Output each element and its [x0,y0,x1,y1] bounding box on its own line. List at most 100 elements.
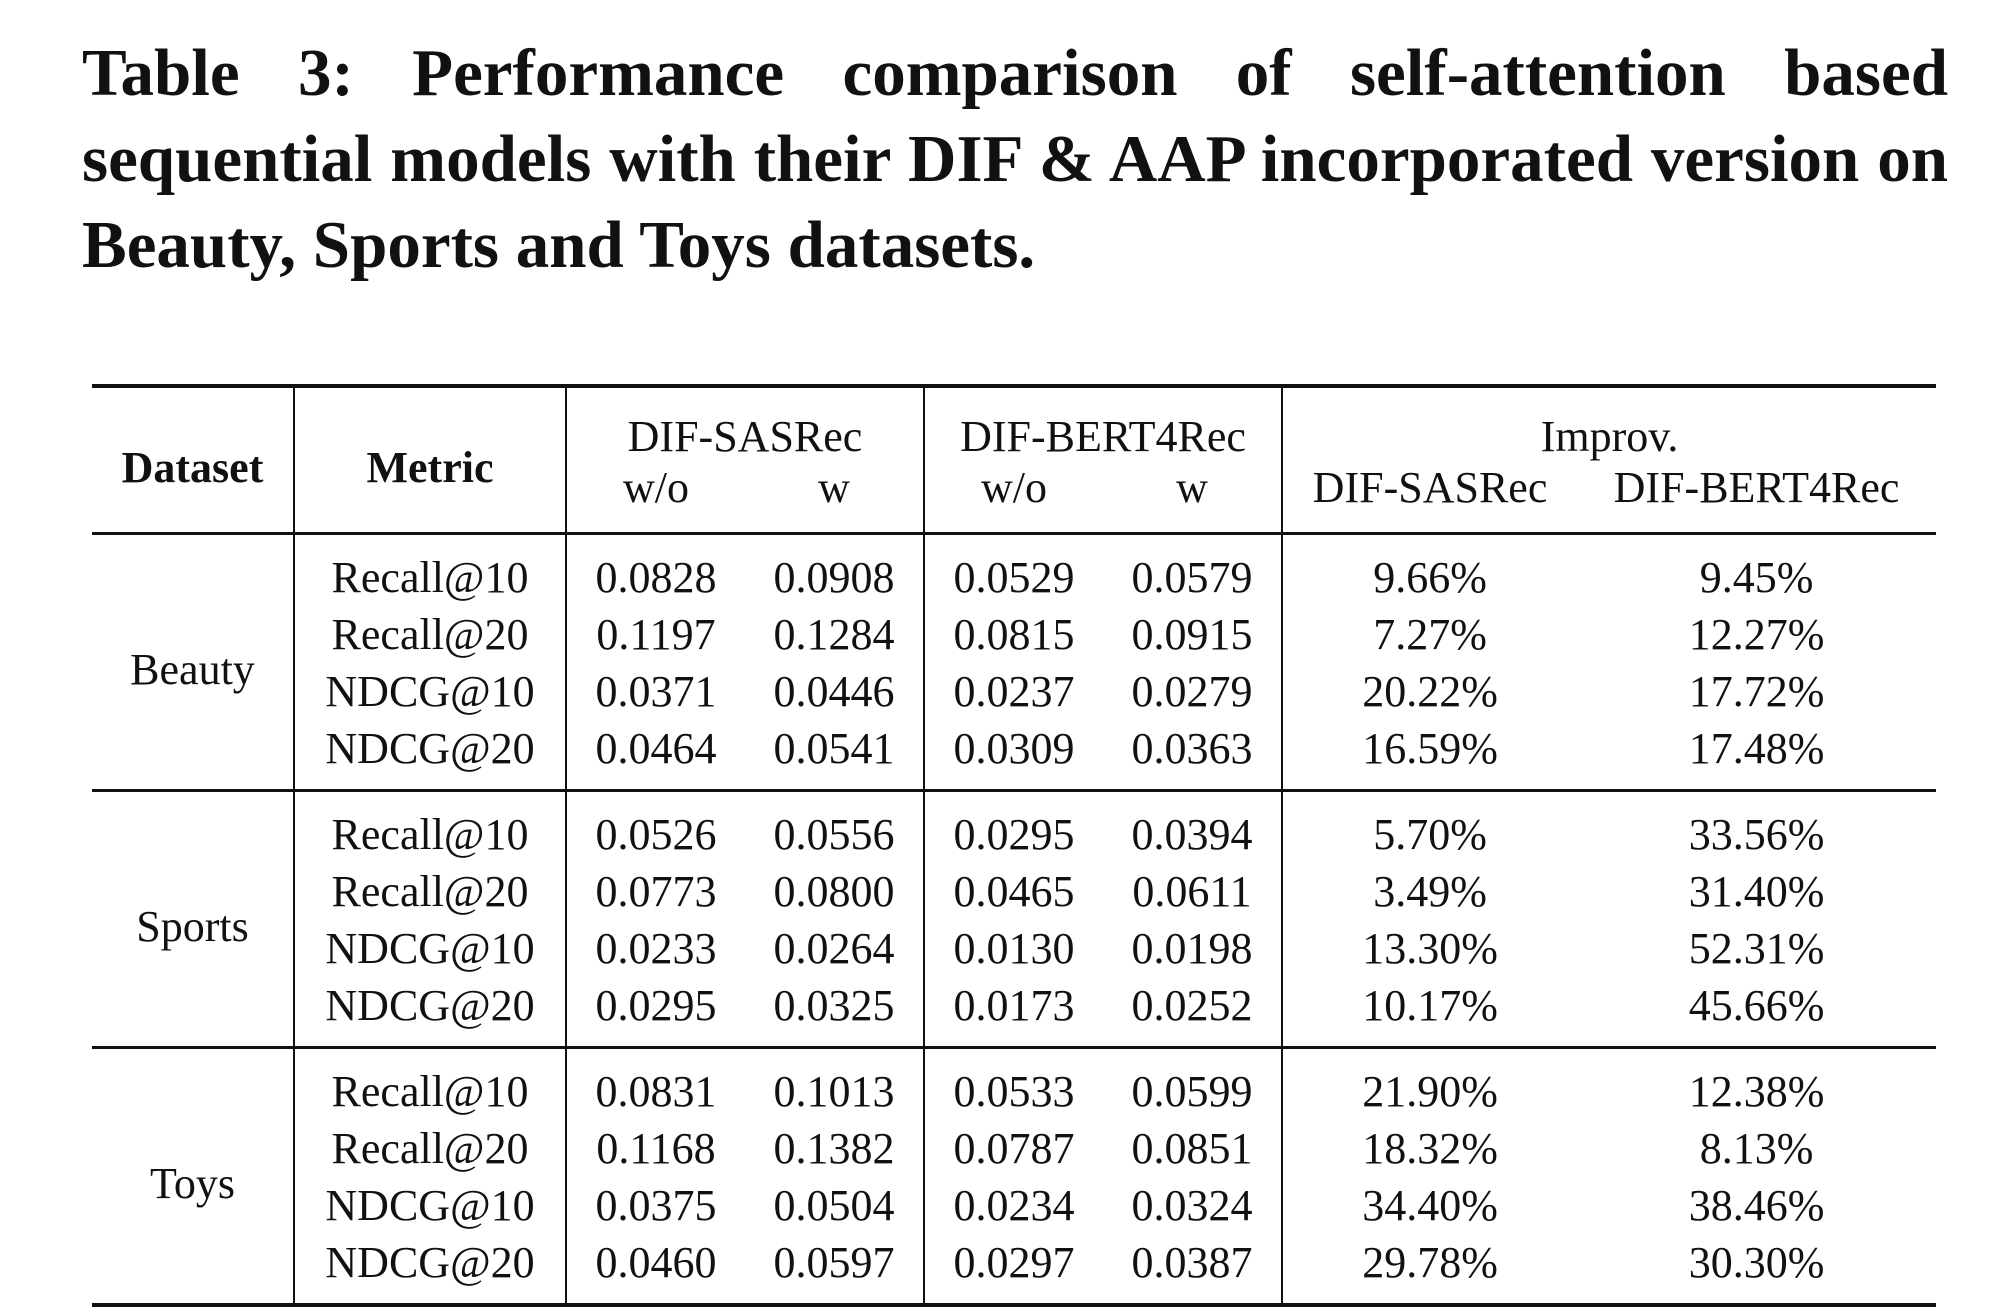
dataset-cell: Toys [92,1047,295,1305]
bert4rec-w-cell: 0.0279 [1103,663,1284,720]
sasrec-w-cell: 0.0541 [745,720,925,791]
header-dataset: Dataset [92,386,295,534]
dataset-group-toys: Toys Recall@10 0.0831 0.1013 0.0533 0.0599 21.… [92,1047,1937,1305]
bert4rec-w-cell: 0.0579 [1103,533,1284,606]
bert4rec-w-cell: 0.0363 [1103,720,1284,791]
table-row: Recall@20 0.0773 0.0800 0.0465 0.0611 3.49% 31… [92,863,1936,920]
sasrec-wo-cell: 0.1168 [596,1124,716,1173]
improv-sasrec-cell: 9.66% [1373,553,1487,602]
dataset-cell: Sports [92,790,295,1048]
sasrec-w-cell: 0.1013 [745,1047,925,1120]
improv-sasrec-cell: 21.90% [1362,1067,1498,1116]
dataset-cell: Beauty [92,533,295,791]
bert4rec-wo-cell: 0.0295 [953,810,1075,859]
bert4rec-w-cell: 0.0599 [1103,1047,1284,1120]
sasrec-w-cell: 0.0504 [745,1177,925,1234]
metric-cell: Recall@20 [294,863,567,920]
improv-sasrec-cell: 34.40% [1362,1181,1498,1230]
bert4rec-w-cell: 0.0198 [1103,920,1284,977]
metric-cell: Recall@10 [294,790,567,863]
metric-cell: NDCG@20 [294,1234,567,1305]
sasrec-w-cell: 0.0325 [745,977,925,1048]
header-improv-bert4rec: DIF-BERT4Rec [1613,463,1900,512]
bert4rec-wo-cell: 0.0529 [953,553,1075,602]
header-improv-sasrec: DIF-SASRec [1312,463,1548,512]
bert4rec-wo-cell: 0.0465 [953,867,1075,916]
header-row-top: Dataset Metric DIF-SASRec DIF-BERT4Rec I… [92,386,1937,534]
bert4rec-w-cell: 0.0394 [1103,790,1284,863]
improv-bert4rec-cell: 33.56% [1688,810,1825,859]
bert4rec-wo-cell: 0.0815 [953,610,1075,659]
table-row: Recall@20 0.1197 0.1284 0.0815 0.0915 7.27% 12… [92,606,1936,663]
sasrec-wo-cell: 0.0828 [595,553,717,602]
header-model-sasrec: DIF-SASRec [566,386,925,462]
improv-sasrec-cell: 16.59% [1362,724,1498,773]
sasrec-w-cell: 0.0446 [745,663,925,720]
table-row: Sports Recall@10 0.0526 0.0556 0.0295 0.0394 5… [92,790,1936,1048]
improv-bert4rec-cell: 12.38% [1688,1067,1825,1116]
sasrec-w-cell: 0.1382 [745,1120,925,1177]
bert4rec-wo-cell: 0.0309 [953,724,1075,773]
improv-sasrec-cell: 10.17% [1362,981,1498,1030]
header-metric: Metric [294,386,567,534]
improv-sasrec-cell: 18.32% [1362,1124,1498,1173]
improv-bert4rec-cell: 38.46% [1688,1181,1825,1230]
table-row: NDCG@20 0.0464 0.0541 0.0309 0.0363 16.59% 17.… [92,720,1936,791]
header-sasrec-wo: w/o [623,463,689,512]
sasrec-wo-cell: 0.0460 [595,1238,717,1287]
sasrec-wo-cell: 0.0773 [595,867,717,916]
bert4rec-w-cell: 0.0324 [1103,1177,1284,1234]
sasrec-w-cell: 0.0556 [745,790,925,863]
metric-cell: NDCG@10 [294,1177,567,1234]
header-row-sub: w/o w w/o w DIF-SASRec DIF-BERT4Rec [92,462,1937,534]
dataset-group-sports: Sports Recall@10 0.0526 0.0556 0.0295 0.0394 5… [92,790,1937,1048]
header-bert4rec-wo: w/o [981,463,1047,512]
sasrec-wo-cell: 0.0526 [595,810,717,859]
bert4rec-wo-cell: 0.0234 [953,1181,1075,1230]
improv-sasrec-cell: 29.78% [1362,1238,1498,1287]
bert4rec-w-cell: 0.0611 [1103,863,1284,920]
metric-cell: NDCG@10 [294,920,567,977]
results-table-container: Dataset Metric DIF-SASRec DIF-BERT4Rec I… [92,384,1937,1307]
improv-sasrec-cell: 7.27% [1373,610,1487,659]
table-row: Toys Recall@10 0.0831 0.1013 0.0533 0.0599 21.… [92,1047,1936,1305]
metric-cell: NDCG@10 [294,663,567,720]
improv-sasrec-cell: 5.70% [1373,810,1487,859]
table-row: NDCG@10 0.0233 0.0264 0.0130 0.0198 13.30% 52.… [92,920,1936,977]
results-table: Dataset Metric DIF-SASRec DIF-BERT4Rec I… [92,384,1937,1307]
metric-cell: Recall@10 [294,1047,567,1120]
improv-bert4rec-cell: 31.40% [1688,867,1825,916]
improv-bert4rec-cell: 30.30% [1688,1238,1825,1287]
sasrec-w-cell: 0.0597 [745,1234,925,1305]
metric-cell: NDCG@20 [294,977,567,1048]
table-row: NDCG@10 0.0375 0.0504 0.0234 0.0324 34.40% 38.… [92,1177,1936,1234]
sasrec-wo-cell: 0.0295 [595,981,717,1030]
improv-bert4rec-cell: 17.72% [1688,667,1825,716]
bert4rec-w-cell: 0.0915 [1103,606,1284,663]
table-caption: Table 3: Performance comparison of self-… [82,36,1948,282]
improv-bert4rec-cell: 8.13% [1699,1124,1814,1173]
sasrec-wo-cell: 0.1197 [596,610,716,659]
improv-bert4rec-cell: 17.48% [1688,724,1825,773]
improv-bert4rec-cell: 52.31% [1688,924,1825,973]
dataset-group-beauty: Beauty Recall@10 0.0828 0.0908 0.0529 0.0579 9… [92,533,1937,791]
metric-cell: Recall@20 [294,1120,567,1177]
bert4rec-wo-cell: 0.0787 [953,1124,1075,1173]
bert4rec-wo-cell: 0.0173 [953,981,1075,1030]
metric-cell: Recall@10 [294,533,567,606]
metric-cell: NDCG@20 [294,720,567,791]
improv-sasrec-cell: 20.22% [1362,667,1498,716]
sasrec-w-cell: 0.0800 [745,863,925,920]
sasrec-wo-cell: 0.0233 [595,924,717,973]
table-row: Recall@20 0.1168 0.1382 0.0787 0.0851 18.32% 8… [92,1120,1936,1177]
improv-sasrec-cell: 13.30% [1362,924,1498,973]
bert4rec-wo-cell: 0.0237 [953,667,1075,716]
table-row: NDCG@20 0.0460 0.0597 0.0297 0.0387 29.78% 30.… [92,1234,1936,1305]
table-header: Dataset Metric DIF-SASRec DIF-BERT4Rec I… [92,386,1937,534]
table-row: NDCG@10 0.0371 0.0446 0.0237 0.0279 20.22% 17.… [92,663,1936,720]
header-sasrec-w: w [745,462,925,534]
improv-sasrec-cell: 3.49% [1373,867,1487,916]
table-row: Beauty Recall@10 0.0828 0.0908 0.0529 0.0579 9… [92,533,1936,791]
sasrec-w-cell: 0.0908 [745,533,925,606]
metric-cell: Recall@20 [294,606,567,663]
